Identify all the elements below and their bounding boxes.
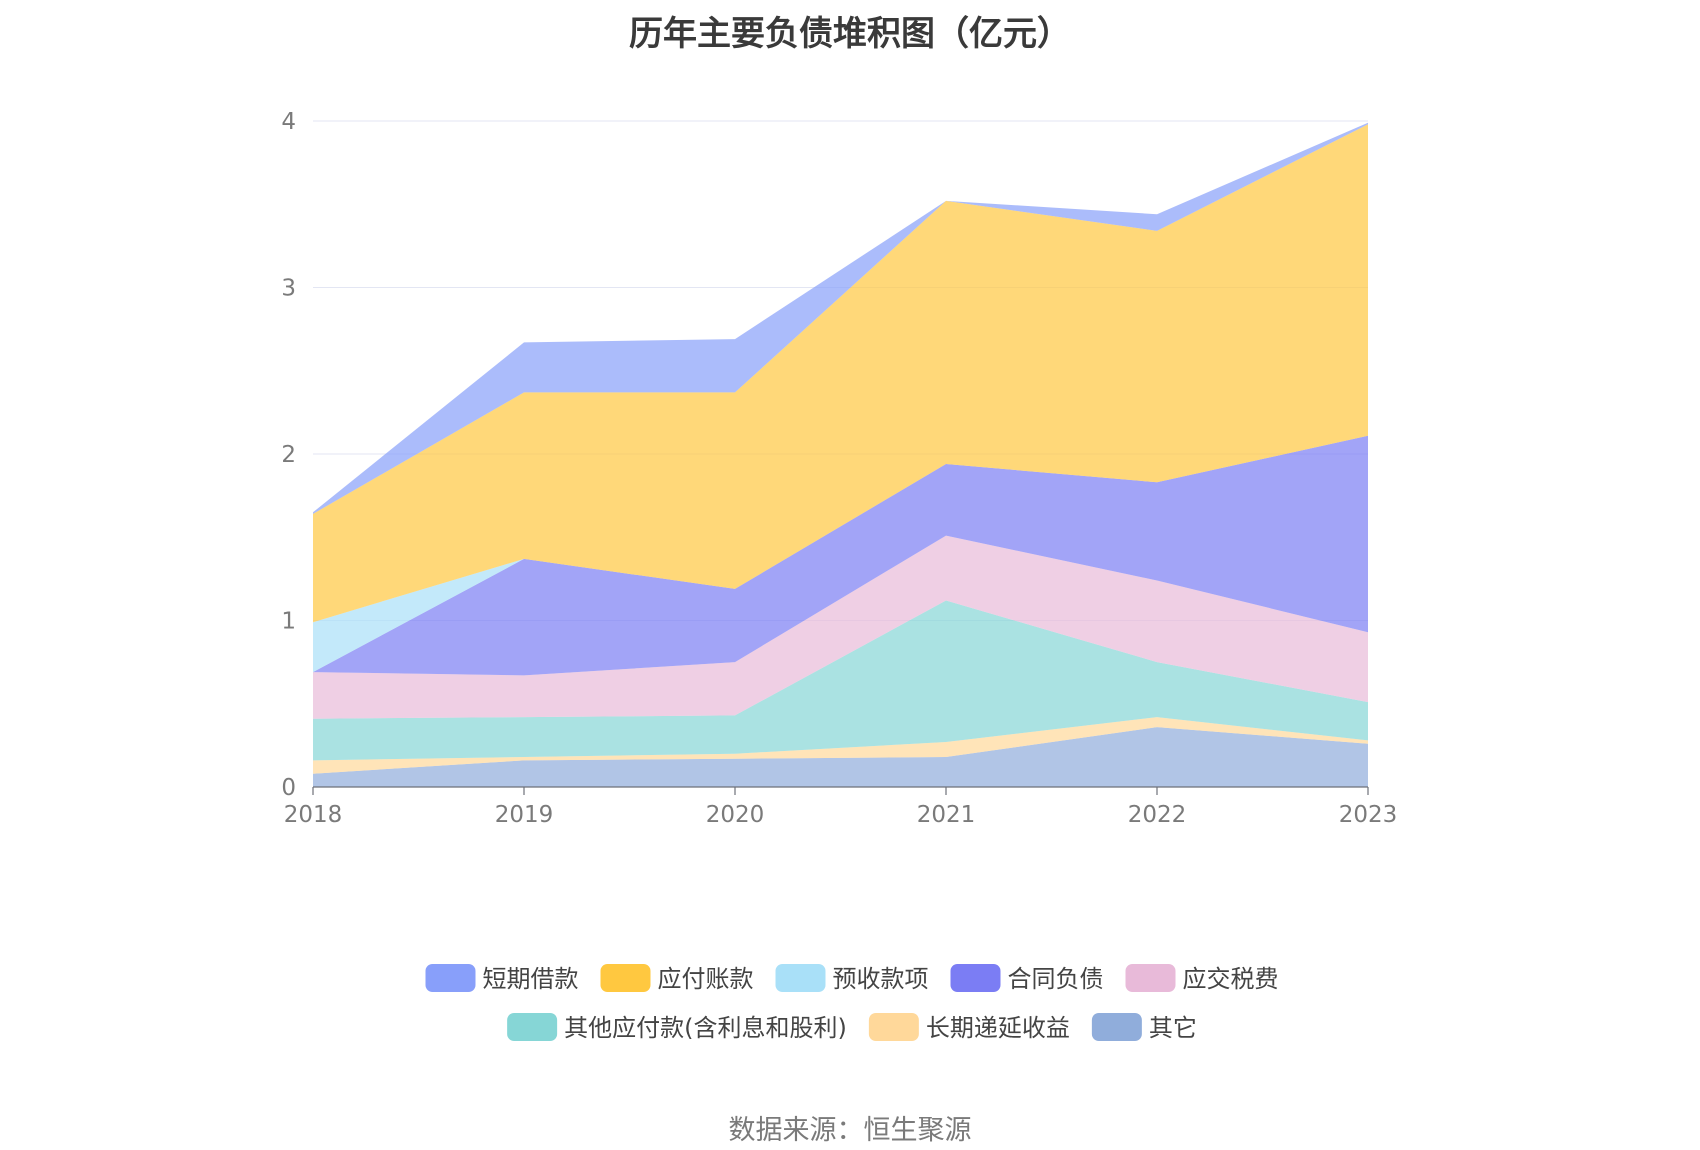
legend-swatch	[1091, 1013, 1142, 1041]
legend-label: 其它	[1149, 1014, 1197, 1042]
y-tick-label: 1	[281, 609, 296, 635]
legend-swatch	[868, 1013, 919, 1041]
x-tick-label: 2023	[1339, 802, 1398, 828]
legend-item[interactable]: 短期借款	[425, 964, 579, 993]
area-series	[313, 535, 1368, 719]
area-series	[313, 122, 1368, 514]
legend-swatch	[950, 964, 1001, 992]
axes: 0 1 2 3 4 2018 2019 2020 2021 2022 2023	[281, 109, 1397, 828]
legend-item[interactable]: 应付账款	[600, 964, 754, 993]
y-tick-label: 4	[281, 109, 296, 135]
legend-label: 应付账款	[658, 965, 754, 993]
legend-label: 合同负债	[1008, 965, 1104, 993]
y-tick-label: 0	[281, 775, 296, 801]
legend-swatch	[775, 964, 826, 992]
y-tick-label: 3	[281, 276, 296, 302]
x-tick-label: 2020	[706, 802, 765, 828]
x-tick-label: 2019	[495, 802, 554, 828]
legend-label: 长期递延收益	[926, 1014, 1070, 1042]
legend-swatch	[425, 964, 476, 992]
legend-item[interactable]: 其他应付款(含利息和股利)	[507, 1013, 847, 1042]
legend-label: 应交税费	[1183, 965, 1279, 993]
x-tick-label: 2021	[917, 802, 976, 828]
area-series	[313, 717, 1368, 774]
x-tick-label: 2022	[1128, 802, 1187, 828]
legend-swatch	[507, 1013, 558, 1041]
y-tick-label: 2	[281, 442, 296, 468]
legend-item[interactable]: 长期递延收益	[868, 1013, 1070, 1042]
chart-title: 历年主要负债堆积图（亿元）	[629, 14, 1071, 54]
data-source: 数据来源：恒生聚源	[728, 1115, 972, 1146]
area-series	[313, 600, 1368, 761]
legend-item[interactable]: 合同负债	[950, 964, 1104, 993]
x-tick-label: 2018	[284, 802, 343, 828]
area-series	[313, 435, 1368, 676]
area-series	[313, 124, 1368, 623]
legend-item[interactable]: 预收款项	[775, 964, 929, 993]
area-series	[313, 122, 1368, 787]
legend-item[interactable]: 应交税费	[1125, 964, 1279, 993]
area-series	[313, 727, 1368, 787]
legend-swatch	[1125, 964, 1176, 992]
legend-item[interactable]: 其它	[1091, 1013, 1197, 1042]
legend-swatch	[600, 964, 651, 992]
legend-label: 短期借款	[483, 965, 579, 993]
legend-label: 预收款项	[833, 965, 929, 993]
legend-label: 其他应付款(含利息和股利)	[564, 1014, 847, 1042]
